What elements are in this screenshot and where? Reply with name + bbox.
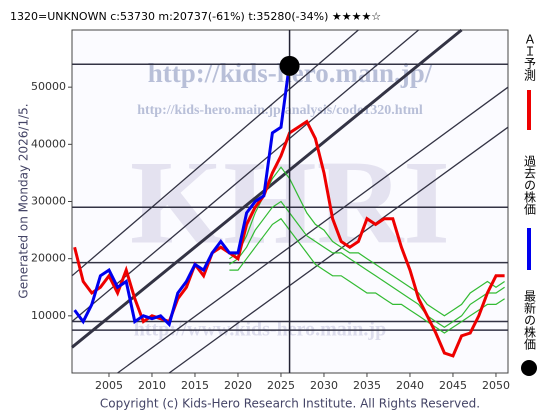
y-tick-label: 30000 (31, 195, 66, 208)
x-tick-label: 2020 (224, 379, 252, 392)
generated-note: Generated on Monday 2026/1/5. (17, 103, 31, 298)
y-tick-label: 40000 (31, 137, 66, 150)
x-tick-label: 2030 (310, 379, 338, 392)
watermark: http://kids-hero.main.jp/analysis/code13… (137, 103, 423, 118)
x-tick-label: 2035 (353, 379, 381, 392)
x-tick-label: 2015 (181, 379, 209, 392)
legend-key (521, 360, 537, 376)
chart-title: 1320=UNKNOWN c:53730 m:20737(-61%) t:352… (10, 10, 381, 23)
latest-dot (279, 55, 300, 76)
y-tick-label: 10000 (31, 309, 66, 322)
y-tick-label: 50000 (31, 80, 66, 93)
x-tick-label: 2005 (95, 379, 123, 392)
series-line (229, 166, 505, 317)
series-line (229, 200, 505, 329)
y-tick-label: 20000 (31, 252, 66, 265)
trend-line (117, 86, 509, 374)
legend-label: 最新の株価 (523, 290, 537, 350)
x-tick-label: 2010 (138, 379, 166, 392)
legend-label: 過去の株価 (523, 155, 537, 215)
x-tick-label: 2025 (267, 379, 295, 392)
legend-label: ＡＩ予測 (523, 33, 537, 82)
x-tick-label: 2050 (482, 379, 510, 392)
x-tick-label: 2045 (439, 379, 467, 392)
x-tick-label: 2040 (396, 379, 424, 392)
series-line (73, 75, 290, 328)
copyright: Copyright (c) Kids-Hero Research Institu… (100, 397, 480, 411)
trend-line (71, 29, 419, 323)
series-line (229, 217, 505, 334)
trend-line (71, 29, 359, 277)
trend-line (168, 126, 509, 374)
